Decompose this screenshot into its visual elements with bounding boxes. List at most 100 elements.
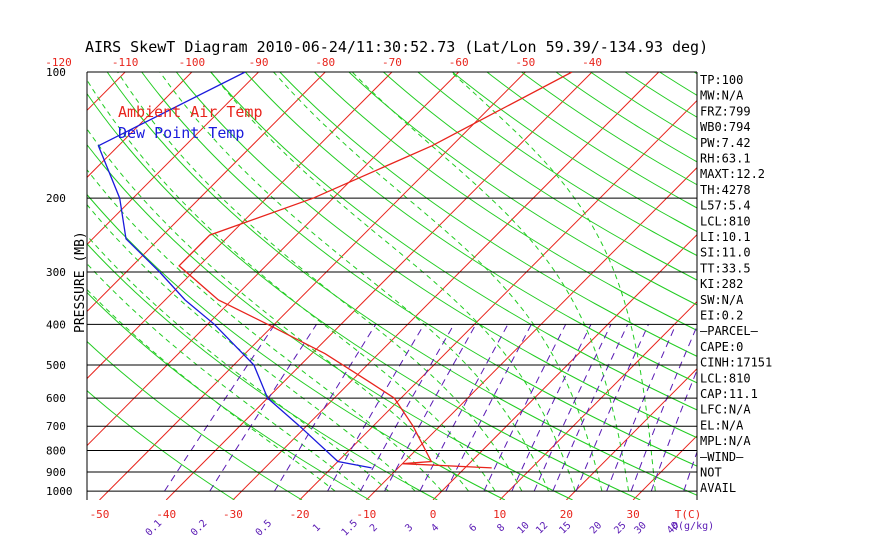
dry-adiabat-line — [832, 72, 870, 500]
bottom-temp-tick-label: -30 — [223, 508, 243, 521]
index-label: CINH:17151 — [700, 356, 772, 370]
dry-adiabat-line — [87, 243, 438, 500]
isotherm-line — [87, 72, 259, 246]
index-label: KI:282 — [700, 277, 743, 291]
dry-adiabat-line — [87, 390, 235, 500]
sounding-series — [97, 72, 573, 469]
pressure-tick-label: 500 — [46, 359, 66, 372]
dry-adiabat-line — [87, 92, 641, 500]
index-label: CAP:11.1 — [700, 387, 758, 401]
index-label: TP:100 — [700, 73, 743, 87]
pressure-tick-label: 300 — [46, 266, 66, 279]
index-label: MAXT:12.2 — [700, 167, 765, 181]
isotherm-line — [87, 72, 326, 313]
index-label: —PARCEL— — [700, 324, 759, 338]
moist-adiabat-line — [87, 203, 416, 492]
moist-adiabat-line — [87, 79, 496, 492]
bottom-temp-tick-label: 30 — [626, 508, 639, 521]
mixing-ratio-line — [209, 324, 317, 492]
mixing-ratio-unit: Q(g/kg) — [672, 521, 714, 532]
isotherm-line — [432, 233, 697, 500]
moist-adiabat-line — [210, 72, 576, 492]
bottom-temp-tick-label: 0 — [430, 508, 437, 521]
pressure-tick-label: 100 — [46, 66, 66, 79]
bottom-temp-tick-label: -10 — [356, 508, 376, 521]
mixing-ratio-label: 6 — [467, 522, 479, 534]
mixing-ratio-label: 12 — [534, 520, 550, 536]
index-label: LI:10.1 — [700, 230, 751, 244]
isotherm-line — [632, 435, 697, 500]
isotherm-line — [0, 72, 58, 500]
dry-adiabat-line — [106, 72, 697, 496]
mixing-ratio-label: 0.2 — [189, 518, 210, 539]
isotherm-line — [232, 72, 660, 500]
bottom-temp-tick-label: -40 — [156, 508, 176, 521]
mixing-ratio-line — [630, 324, 697, 492]
mixing-ratio-label: 10 — [515, 520, 531, 536]
index-label: L57:5.4 — [700, 199, 751, 213]
index-label: RH:63.1 — [700, 152, 751, 166]
top-temp-tick-label: -80 — [315, 56, 335, 69]
isotherm-line — [299, 99, 697, 500]
dry-adiabat-line — [521, 72, 697, 186]
index-label: LCL:810 — [700, 371, 751, 385]
pressure-tick-label: 600 — [46, 392, 66, 405]
top-temp-tick-label: -110 — [112, 56, 139, 69]
mixing-ratio-label: 1 — [311, 522, 323, 534]
dew-point-temp-line — [97, 72, 372, 469]
mixing-ratio-label: 30 — [633, 520, 649, 536]
dry-adiabat-line — [555, 72, 697, 163]
index-label: PW:7.42 — [700, 136, 751, 150]
mixing-ratio-label: 25 — [612, 520, 628, 536]
index-label: EL:N/A — [700, 418, 744, 432]
dry-adiabat-line — [244, 72, 697, 384]
moist-adiabat-line — [273, 72, 603, 492]
mixing-ratio-label: 15 — [557, 520, 573, 536]
dry-adiabat-line — [383, 72, 697, 281]
dry-adiabat-line — [87, 193, 506, 500]
isotherm-line — [566, 368, 697, 500]
mixing-ratio-label: 4 — [429, 522, 441, 534]
top-temp-tick-label: -60 — [449, 56, 469, 69]
index-label: SI:11.0 — [700, 246, 751, 260]
legend: Ambient Air Temp Dew Point Temp — [118, 103, 263, 142]
isotherm-line — [99, 72, 526, 500]
top-temp-tick-label: -120 — [45, 56, 72, 69]
index-label: FRZ:799 — [700, 104, 751, 118]
index-label: LCL:810 — [700, 214, 751, 228]
mixing-ratio-label: 0.1 — [144, 518, 165, 539]
mixing-ratio-label: 8 — [495, 522, 507, 534]
mixing-ratio-line — [606, 324, 677, 492]
legend-entry: Ambient Air Temp — [118, 103, 263, 121]
moist-adiabat-line — [87, 263, 363, 492]
pressure-gridlines: 100 200 300 400 500 600 700 800 900 1000 — [46, 66, 697, 498]
isotherm-line — [87, 72, 393, 380]
dry-adiabat-line — [417, 72, 697, 257]
bottom-temp-unit: T(C) — [675, 508, 702, 521]
pressure-tick-label: 400 — [46, 318, 66, 331]
dry-adiabat-line — [348, 72, 697, 306]
mixing-ratio-line — [511, 324, 592, 492]
pressure-tick-label: 900 — [46, 466, 66, 479]
chart-title: AIRS SkewT Diagram 2010-06-24/11:30:52.7… — [85, 38, 708, 56]
legend-entry: Dew Point Temp — [118, 124, 244, 142]
moist-adiabat-line — [351, 72, 630, 492]
dry-adiabat-line — [210, 72, 697, 411]
mixing-ratio-label: 3 — [403, 522, 415, 534]
moist-adiabat-line — [117, 72, 523, 492]
top-temp-tick-label: -70 — [382, 56, 402, 69]
top-temp-tick-label: -100 — [179, 56, 206, 69]
dry-adiabat-line — [798, 72, 870, 500]
isotherm-line — [87, 72, 126, 112]
index-label: —WIND— — [700, 450, 744, 464]
moist-adiabat-line — [450, 72, 656, 492]
index-label: MPL:N/A — [700, 434, 751, 448]
dry-adiabat-line — [279, 72, 697, 357]
bottom-temp-tick-label: 10 — [493, 508, 506, 521]
bottom-temp-tick-label: -50 — [90, 508, 110, 521]
isotherm-line — [767, 72, 870, 500]
dry-adiabat-line — [314, 72, 697, 331]
pressure-tick-label: 200 — [46, 192, 66, 205]
index-label: LFC:N/A — [700, 403, 751, 417]
